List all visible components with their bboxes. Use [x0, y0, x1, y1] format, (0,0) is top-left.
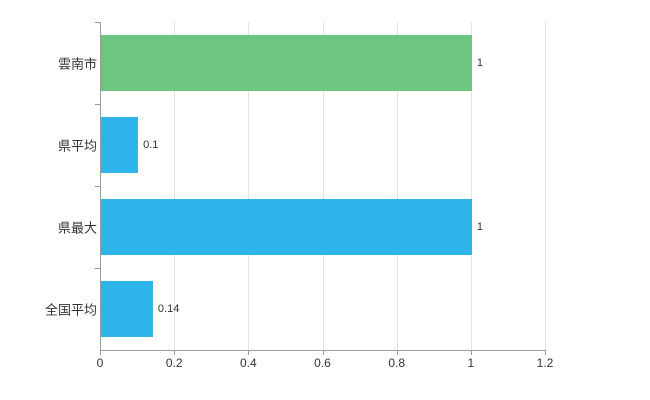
x-axis-tick-label: 0.2	[165, 356, 183, 370]
x-axis-tick-label: 1	[467, 356, 475, 370]
gridline	[322, 22, 324, 350]
bar-value-label: 0.1	[143, 139, 159, 151]
bar-value-label: 0.14	[157, 303, 180, 315]
y-axis-tick-mark	[95, 22, 100, 23]
y-axis-tick-mark	[95, 104, 100, 105]
gridline	[470, 22, 472, 350]
x-axis-tick-mark	[396, 351, 398, 355]
gridline	[545, 22, 546, 350]
x-axis-tick-label: 0.4	[239, 356, 257, 370]
y-axis-tick-mark	[95, 186, 100, 187]
category-label: 雲南市	[57, 56, 97, 72]
x-axis-tick-mark	[545, 351, 546, 355]
gridline	[396, 22, 398, 350]
x-axis-tick-label: 0	[96, 356, 104, 370]
bar-全国平均[interactable]	[101, 281, 153, 337]
x-axis-tick-mark	[470, 351, 472, 355]
bar-value-label: 1	[476, 221, 483, 233]
category-label: 全国平均	[44, 302, 97, 318]
plot-area: 1 0.1 1 0.14	[100, 22, 546, 351]
x-axis-tick-mark	[248, 351, 250, 355]
x-axis-tick-label: 0.6	[314, 356, 331, 370]
x-axis-tick-mark	[322, 351, 324, 355]
category-label: 県平均	[57, 138, 97, 154]
bar-県最大[interactable]	[101, 199, 472, 255]
gridline	[174, 22, 176, 350]
bar-value-label: 1	[476, 57, 483, 69]
x-axis-tick-label: 1.2	[536, 356, 554, 370]
x-axis-tick-label: 0.8	[388, 356, 405, 370]
x-axis-tick-mark	[174, 351, 176, 355]
bar-雲南市[interactable]	[101, 35, 472, 91]
y-axis-tick-mark	[95, 268, 100, 269]
category-label: 県最大	[57, 220, 97, 236]
x-axis-tick-mark	[100, 351, 101, 355]
bar-県平均[interactable]	[101, 117, 139, 173]
gridline	[248, 22, 250, 350]
